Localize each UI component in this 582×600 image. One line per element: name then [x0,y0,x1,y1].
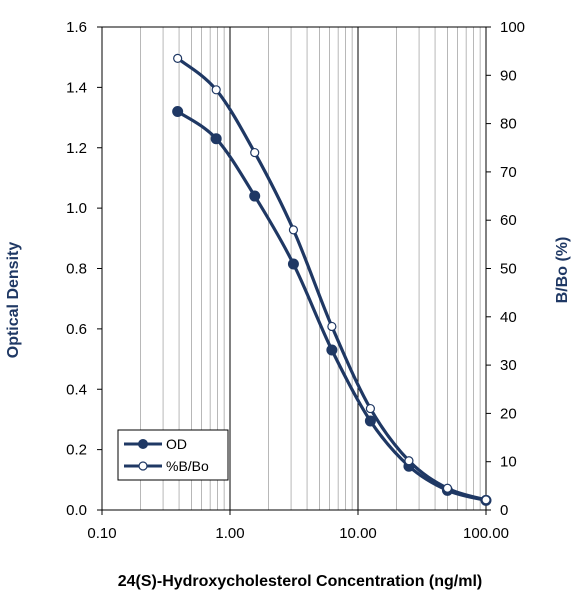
x-axis-title: 24(S)-Hydroxycholesterol Concentration (… [118,573,483,590]
y2-axis-ticks: 0 10 20 30 40 50 60 70 80 90 100 [486,19,525,519]
y2-tick-label: 100 [500,19,525,36]
data-point [364,415,376,427]
x-tick-label: 0.10 [87,525,116,542]
y-tick-label: 1.4 [66,79,87,96]
data-point [442,483,453,493]
series-2 [173,53,491,505]
y-tick-label: 0.0 [66,502,87,519]
y2-tick-label: 10 [500,454,517,471]
y-tick-label: 0.6 [66,321,87,338]
y2-tick-label: 90 [500,67,517,84]
data-point [288,225,299,235]
y-tick-label: 0.4 [66,381,87,398]
x-tick-label: 10.00 [339,525,377,542]
y-tick-label: 0.2 [66,442,87,459]
data-point [172,106,184,118]
data-point [211,85,221,95]
data-point [327,321,337,332]
y2-tick-label: 30 [500,357,517,374]
data-point [250,147,260,158]
y2-tick-label: 70 [500,164,517,181]
x-axis-ticks: 0.10 1.00 10.00 100.00 [87,510,509,542]
y2-tick-label: 60 [500,212,517,229]
data-point [210,133,222,145]
legend-marker [138,439,148,449]
y-tick-label: 1.2 [66,140,87,157]
x-tick-label: 100.00 [463,525,509,542]
y2-tick-label: 0 [500,502,508,519]
data-point [404,456,414,466]
legend-marker [138,461,148,471]
legend: OD %B/Bo [117,429,229,481]
minor-gridlines [140,27,481,510]
data-point [365,403,376,414]
y-axis-ticks: 0.0 0.2 0.4 0.6 0.8 1.0 1.2 1.4 1.6 [66,19,102,519]
series-layer [172,53,492,506]
legend-label: %B/Bo [166,458,209,474]
y-axis-title: Optical Density [5,242,22,359]
data-point [287,258,299,270]
legend-box [117,429,229,481]
y2-tick-label: 50 [500,261,517,278]
y-tick-label: 1.0 [66,200,87,217]
x-tick-label: 1.00 [215,525,244,542]
data-point [249,190,261,202]
y2-tick-label: 20 [500,405,517,422]
y-tick-label: 1.6 [66,19,87,36]
y-tick-label: 0.8 [66,261,87,278]
data-point [481,495,491,505]
data-point [173,53,183,63]
legend-label: OD [166,436,187,452]
y2-tick-label: 40 [500,309,517,326]
y2-tick-label: 80 [500,116,517,133]
data-point [326,344,338,356]
y2-axis-title: B/Bo (%) [554,237,571,304]
